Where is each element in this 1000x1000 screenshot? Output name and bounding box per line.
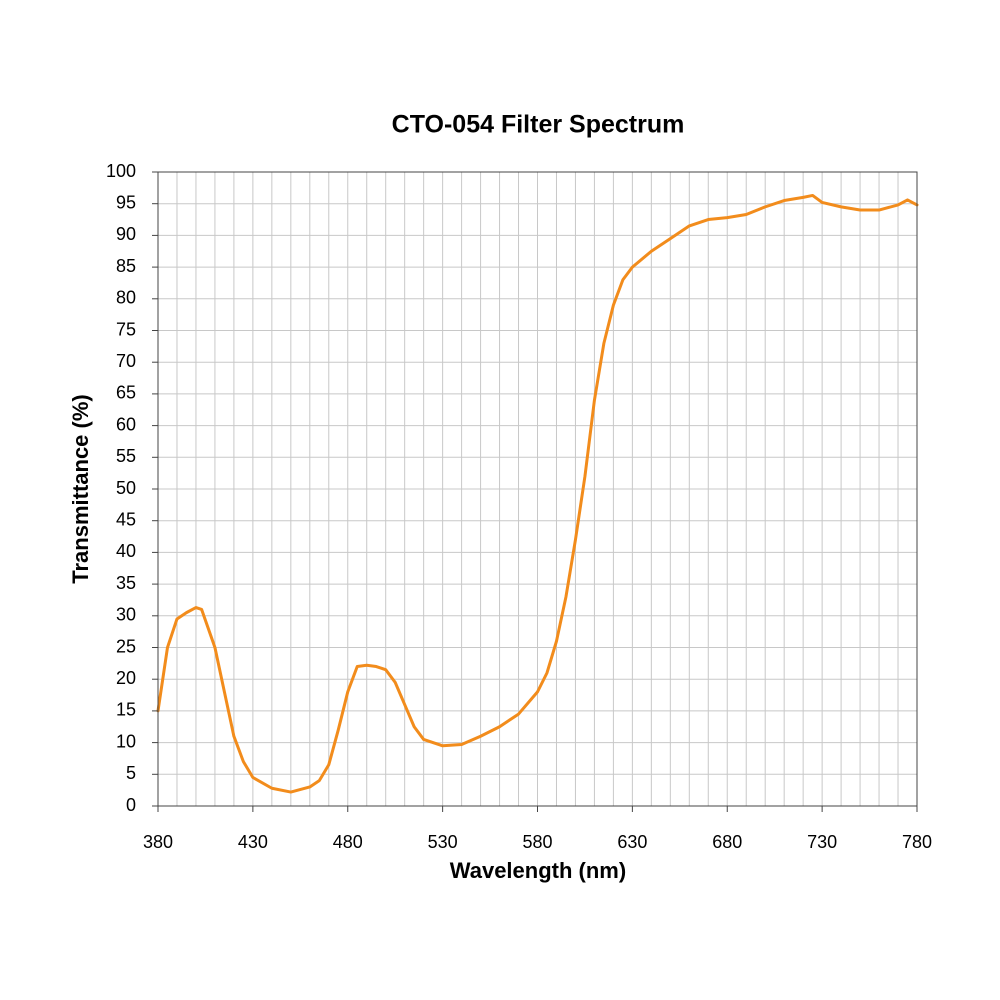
y-tick-label: 0 (126, 795, 136, 815)
x-tick-label: 580 (522, 832, 552, 852)
y-tick-label: 35 (116, 573, 136, 593)
y-tick-label: 95 (116, 192, 136, 212)
y-tick-label: 100 (106, 161, 136, 181)
x-tick-label: 430 (238, 832, 268, 852)
y-tick-label: 70 (116, 351, 136, 371)
y-tick-label: 25 (116, 636, 136, 656)
y-tick-label: 50 (116, 478, 136, 498)
y-tick-label: 20 (116, 668, 136, 688)
x-tick-label: 680 (712, 832, 742, 852)
chart-title: CTO-054 Filter Spectrum (392, 111, 685, 139)
grid (157, 171, 918, 807)
y-tick-label: 5 (126, 763, 136, 783)
y-tick-label: 45 (116, 509, 136, 529)
y-tick-label: 60 (116, 414, 136, 434)
y-tick-label: 65 (116, 383, 136, 403)
y-tick-label: 85 (116, 256, 136, 276)
x-axis-title: Wavelength (nm) (450, 858, 626, 883)
x-tick-label: 480 (333, 832, 363, 852)
x-tick-label: 780 (902, 832, 932, 852)
plot (156, 193, 919, 794)
y-tick-label: 15 (116, 700, 136, 720)
y-axis-title: Transmittance (%) (68, 394, 93, 584)
y-tick-label: 10 (116, 731, 136, 751)
x-tick-label: 730 (807, 832, 837, 852)
y-tick-label: 90 (116, 224, 136, 244)
x-tick-label: 630 (617, 832, 647, 852)
spectrum-line (156, 193, 919, 794)
x-tick-label: 380 (143, 832, 173, 852)
y-tick-label: 75 (116, 319, 136, 339)
y-tick-label: 80 (116, 288, 136, 308)
y-tick-label: 40 (116, 541, 136, 561)
y-tick-label: 55 (116, 446, 136, 466)
x-tick-label: 530 (428, 832, 458, 852)
y-tick-label: 30 (116, 605, 136, 625)
